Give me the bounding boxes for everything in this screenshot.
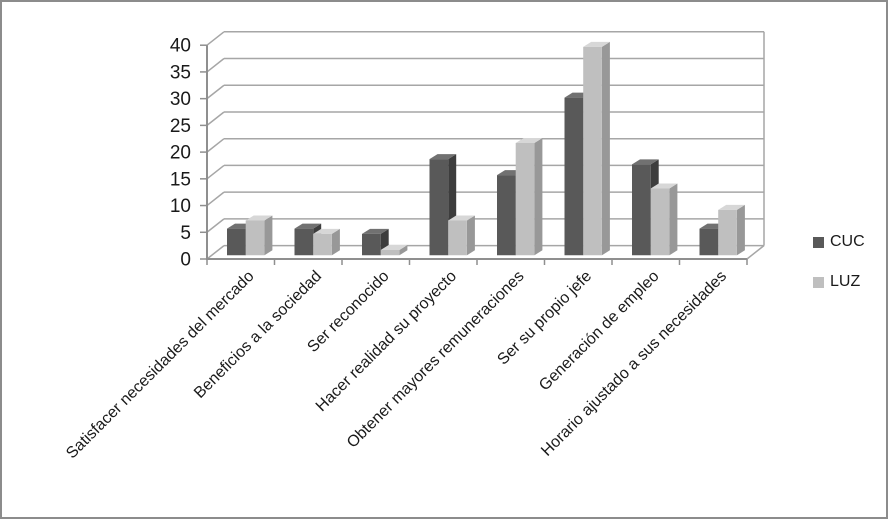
bar-top-face — [583, 41, 610, 47]
bar-front-face — [362, 233, 381, 256]
y-axis-tick-label: 30 — [170, 89, 191, 110]
bar-top-face — [362, 228, 389, 234]
y-axis-tick-label: 40 — [170, 36, 191, 57]
bar-top-face — [294, 223, 322, 229]
category-label: Generación de empleo — [536, 268, 663, 395]
bar-luz-2 — [380, 244, 408, 256]
bar-top-face — [650, 183, 678, 189]
gridline-slant — [206, 164, 225, 180]
category-label: Hacer realidad su proyecto — [313, 268, 460, 415]
bar-top-face — [245, 215, 273, 221]
legend-item-cuc: CUC — [813, 234, 865, 250]
gridline-slant — [206, 191, 225, 207]
bar-top-face — [718, 204, 745, 210]
gridline-slant — [206, 111, 225, 126]
y-axis-tick-label: 20 — [170, 143, 191, 164]
bar-luz-1 — [313, 228, 340, 256]
y-axis-tick-label: 25 — [170, 116, 191, 137]
y-axis-tick-label: 10 — [170, 196, 191, 217]
bar-side-face — [331, 228, 340, 256]
gridline-slant — [206, 57, 225, 73]
bar-side-face — [669, 183, 678, 256]
y-axis-tick-label: 15 — [170, 169, 191, 190]
category-label: Beneficios a la sociedad — [191, 268, 325, 402]
bar-front-face — [294, 228, 314, 256]
bar-top-face — [515, 138, 543, 144]
legend-label-luz: LUZ — [830, 273, 861, 290]
bar-side-face — [399, 244, 408, 256]
bar-top-face — [380, 244, 408, 250]
y-axis-tick-label: 35 — [170, 62, 191, 83]
bar-front-face — [313, 233, 332, 256]
bar-top-face — [429, 154, 457, 160]
bar-side-face — [601, 41, 610, 256]
y-axis-tick-label: 5 — [180, 223, 191, 244]
bar-top-face — [313, 228, 340, 234]
bar-top-face — [448, 215, 475, 221]
bar-front-face — [429, 159, 449, 256]
bar-front-face — [632, 164, 651, 256]
floor-right-slant — [746, 245, 765, 260]
bar-front-face — [227, 228, 246, 256]
bar-front-face — [564, 97, 584, 256]
bar-luz-0 — [245, 215, 273, 256]
bar-luz-3 — [448, 215, 475, 256]
bar-side-face — [466, 215, 475, 256]
legend-item-luz: LUZ — [813, 274, 860, 290]
y-axis-tick-label: 0 — [180, 250, 191, 271]
bar-front-face — [583, 46, 602, 256]
bar-top-face — [632, 159, 659, 165]
gridline-slant — [206, 218, 225, 233]
bar-front-face — [699, 228, 719, 256]
gridline-slant — [206, 84, 225, 100]
bar-luz-5 — [583, 41, 610, 256]
bar-front-face — [718, 209, 737, 256]
bar-luz-4 — [515, 138, 543, 256]
legend-label-cuc: CUC — [830, 233, 865, 250]
gridline-slant — [206, 31, 225, 46]
gridline-slant — [206, 138, 225, 153]
bar-front-face — [448, 220, 467, 256]
bar-side-face — [264, 215, 273, 256]
bar-side-face — [534, 138, 543, 256]
bar-luz-7 — [718, 204, 745, 256]
bar-front-face — [515, 143, 535, 256]
bar-side-face — [736, 204, 745, 256]
bar-front-face — [245, 220, 265, 256]
bar-luz-6 — [650, 183, 678, 256]
bar-front-face — [380, 249, 400, 256]
gridline-slant — [206, 245, 225, 260]
legend-marker-cuc — [813, 236, 824, 248]
bar-front-face — [497, 175, 516, 256]
legend-marker-luz — [813, 276, 824, 288]
bar-front-face — [650, 188, 670, 256]
